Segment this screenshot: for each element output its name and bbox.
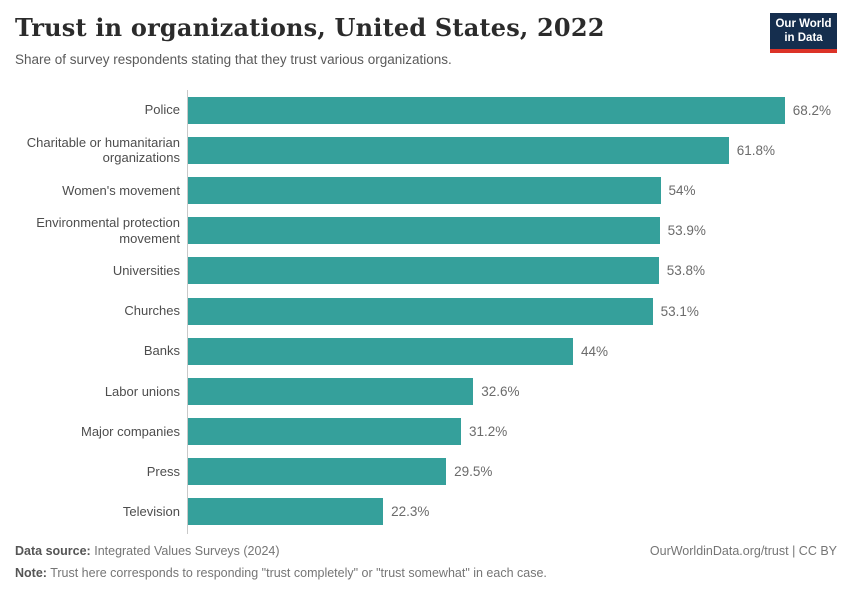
footer-source-row: Data source: Integrated Values Surveys (…	[15, 544, 837, 558]
chart-header: Trust in organizations, United States, 2…	[15, 13, 755, 67]
value-label: 53.8%	[666, 263, 706, 279]
bar-track: 61.8%	[188, 130, 842, 170]
value-label: 53.1%	[660, 303, 699, 319]
value-label: 22.3%	[391, 504, 430, 520]
bar-track: 29.5%	[188, 452, 842, 492]
bar-track: 53.9%	[188, 211, 842, 251]
owid-credit-link[interactable]: OurWorldinData.org/trust | CC BY	[649, 544, 837, 558]
bar[interactable]	[188, 257, 659, 285]
bar[interactable]	[188, 498, 384, 526]
bar-track: 22.3%	[188, 492, 842, 532]
bar-row: Churches 53.1%	[15, 291, 842, 331]
category-label: Universities	[112, 263, 180, 279]
bar-row: Environmental protection movement 53.9%	[15, 211, 842, 251]
bar[interactable]	[188, 217, 660, 245]
bar-track: 54%	[188, 170, 842, 210]
category-label: Banks	[143, 343, 180, 359]
bar-row: Labor unions 32.6%	[15, 371, 842, 411]
bar-row: Television 22.3%	[15, 492, 842, 532]
note-label: Note:	[15, 566, 47, 580]
owid-logo-line1: Our World	[775, 18, 832, 30]
bar-row: Charitable or humanitarian organizations…	[15, 130, 842, 170]
value-label: 61.8%	[736, 142, 776, 158]
category-label: Police	[144, 102, 180, 118]
chart-subtitle: Share of survey respondents stating that…	[15, 52, 452, 67]
note-text: Trust here corresponds to responding "tr…	[50, 566, 547, 580]
bar[interactable]	[188, 176, 661, 204]
category-label: Charitable or humanitarian organizations	[26, 134, 180, 166]
data-source-text: Integrated Values Surveys (2024)	[94, 544, 280, 558]
chart-title: Trust in organizations, United States, 2…	[15, 13, 605, 42]
value-label: 68.2%	[792, 102, 832, 118]
category-label: Churches	[124, 303, 180, 319]
footer-note-row: Note: Trust here corresponds to respondi…	[15, 566, 837, 580]
category-label: Women's movement	[62, 182, 180, 198]
bar-track: 31.2%	[188, 412, 842, 452]
owid-logo-line2: in Data	[784, 32, 823, 44]
bar[interactable]	[188, 136, 729, 164]
bar[interactable]	[188, 458, 447, 486]
owid-logo[interactable]: Our World in Data	[770, 13, 837, 53]
bar[interactable]	[188, 337, 573, 365]
bar-track: 44%	[188, 331, 842, 371]
bar-row: Universities 53.8%	[15, 251, 842, 291]
bar-row: Major companies 31.2%	[15, 412, 842, 452]
category-label: Major companies	[81, 423, 180, 439]
bar[interactable]	[188, 377, 474, 405]
value-label: 31.2%	[469, 424, 508, 440]
bar-track: 53.8%	[188, 251, 842, 291]
category-label: Press	[146, 463, 180, 479]
data-source-label: Data source:	[15, 544, 91, 558]
y-axis-line	[187, 90, 188, 534]
bar-row: Press 29.5%	[15, 452, 842, 492]
category-label: Labor unions	[104, 383, 180, 399]
bar-row: Women's movement 54%	[15, 170, 842, 210]
bar-row: Police 68.2%	[15, 90, 842, 130]
bar[interactable]	[188, 418, 461, 446]
bar[interactable]	[188, 297, 653, 325]
value-label: 29.5%	[454, 464, 493, 480]
bar-track: 32.6%	[188, 371, 842, 411]
value-label: 54%	[668, 182, 696, 198]
bar-track: 68.2%	[188, 90, 842, 130]
chart-footer: Data source: Integrated Values Surveys (…	[15, 544, 837, 580]
bar-track: 53.1%	[188, 291, 842, 331]
value-label: 53.9%	[667, 223, 706, 239]
bar-rows: Police 68.2% Charitable or humanitarian …	[15, 90, 842, 532]
value-label: 32.6%	[481, 383, 520, 399]
category-label: Television	[122, 504, 180, 520]
bar-row: Banks 44%	[15, 331, 842, 371]
data-source-line: Data source: Integrated Values Surveys (…	[15, 544, 280, 558]
category-label: Environmental protection movement	[36, 215, 180, 246]
bar[interactable]	[188, 96, 785, 124]
value-label: 44%	[581, 343, 609, 359]
bar-chart-plot: Police 68.2% Charitable or humanitarian …	[15, 90, 842, 534]
